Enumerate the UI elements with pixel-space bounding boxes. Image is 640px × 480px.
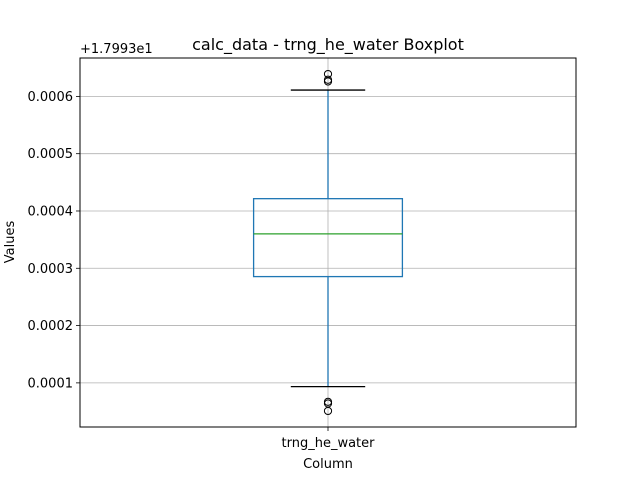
boxplot-elements	[252, 69, 404, 416]
plot-area-frame	[79, 57, 577, 428]
interquartile-box	[252, 198, 404, 278]
y-tick-label: 0.0001	[28, 376, 74, 391]
y-axis-ticks: 0.0001 0.0002 0.0003 0.0004 0.0005 0.0006	[28, 90, 80, 391]
outlier-point	[323, 397, 333, 406]
y-axis-label: Values	[3, 221, 18, 264]
outlier-point	[323, 69, 333, 79]
y-tick-label: 0.0005	[28, 147, 74, 162]
y-tick-label: 0.0006	[28, 90, 74, 105]
x-axis-label: Column	[303, 457, 353, 472]
x-axis-ticks: trng_he_water	[282, 427, 376, 451]
y-tick-label: 0.0003	[28, 262, 74, 277]
outlier-point	[323, 75, 333, 84]
chart-title: calc_data - trng_he_water Boxplot	[192, 35, 464, 55]
y-tick-label: 0.0004	[28, 204, 74, 219]
x-tick-label: trng_he_water	[282, 436, 376, 451]
y-tick-label: 0.0002	[28, 319, 74, 334]
y-axis-offset-label: +1.7993e1	[80, 42, 153, 57]
